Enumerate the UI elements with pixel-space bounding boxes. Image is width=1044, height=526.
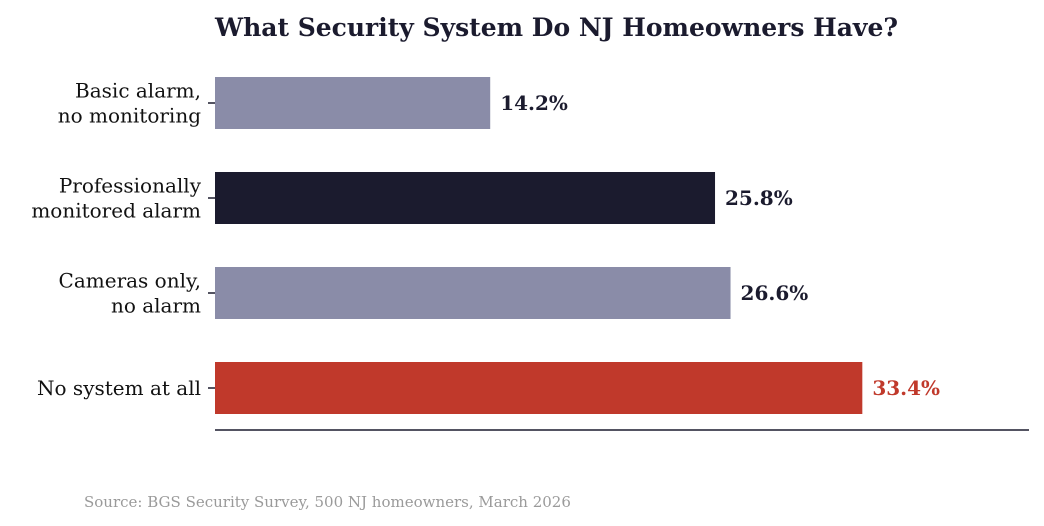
- value-label-2: 25.8%: [725, 186, 793, 210]
- value-label-3: 26.6%: [741, 281, 809, 305]
- chart-title: What Security System Do NJ Homeowners Ha…: [214, 13, 898, 42]
- bar-4: [215, 362, 863, 414]
- bar-3: [215, 267, 731, 319]
- bar-2: [215, 172, 716, 224]
- bars-group: Basic alarm, no monitoring 14.2% Profession…: [31, 77, 940, 414]
- category-label-1: Basic alarm, no monitoring: [58, 79, 201, 128]
- category-label-3: Cameras only, no alarm: [59, 269, 201, 318]
- bar-1: [215, 77, 491, 129]
- category-label-2: Professionally monitored alarm: [31, 174, 201, 223]
- category-label-4: No system at all: [37, 376, 201, 400]
- value-label-1: 14.2%: [500, 91, 568, 115]
- source-note: Source: BGS Security Survey, 500 NJ home…: [84, 493, 571, 511]
- value-label-4: 33.4%: [872, 376, 940, 400]
